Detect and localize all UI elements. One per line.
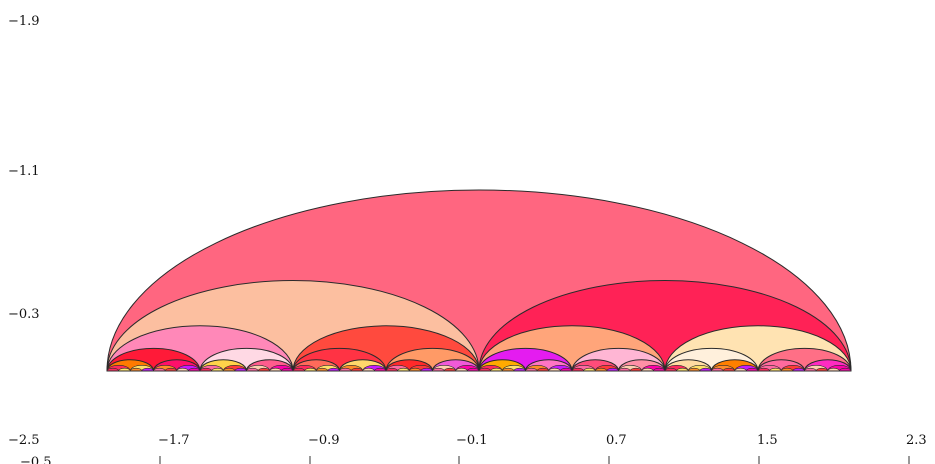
x-axis-labels: −2.5 −1.7 −0.9 −0.1 0.7 1.5 2.3 <box>8 433 927 448</box>
x-tick-label: 1.5 <box>757 433 778 448</box>
y-tick-label: −1.9 <box>8 14 40 29</box>
y-tick-label: −1.1 <box>8 164 40 179</box>
x-tick-label: 0.7 <box>606 433 627 448</box>
x-tick-label: −0.9 <box>308 433 340 448</box>
y-axis-labels: −1.9 −1.1 −0.3 <box>8 14 40 322</box>
x-tick-label: −2.5 <box>8 433 40 448</box>
plot-area <box>106 189 852 372</box>
x-tick-label: −0.1 <box>456 433 488 448</box>
x-axis-ticks <box>159 456 910 464</box>
partial-label: −0.5 <box>20 455 52 464</box>
y-tick-label: −0.3 <box>8 307 40 322</box>
x-tick-label: 2.3 <box>906 433 927 448</box>
arc-layer <box>106 189 852 372</box>
x-tick-label: −1.7 <box>158 433 190 448</box>
